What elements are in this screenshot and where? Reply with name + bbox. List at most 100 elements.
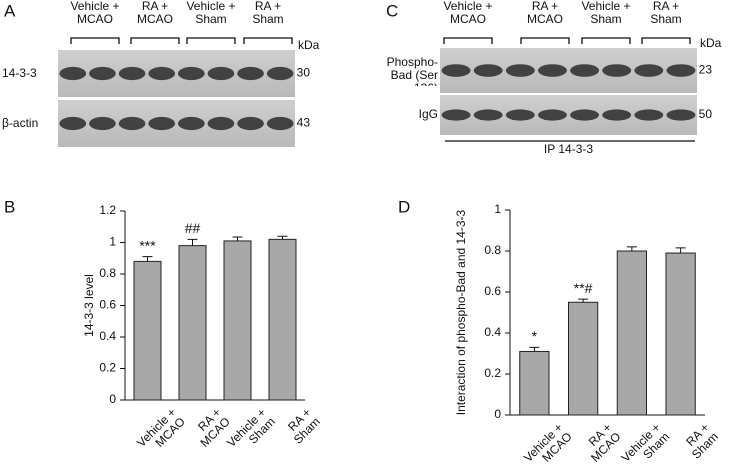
bar (223, 240, 252, 401)
blot-band (666, 109, 696, 121)
error-bar (675, 247, 686, 254)
x-tick-label: RA + Sham (683, 421, 722, 462)
x-tick-label-box: RA + MCAO (195, 406, 233, 450)
x-tick-label-box: RA + Sham (683, 421, 722, 462)
group-bracket (70, 37, 120, 44)
group-label: Vehicle + MCAO (70, 0, 120, 26)
kda-unit: kDa (700, 36, 722, 50)
blot-band (505, 109, 535, 121)
x-tick-label-box: Vehicle + Sham (224, 406, 278, 450)
kda-unit: kDa (298, 38, 320, 52)
group-label-box: RA + Sham (650, 0, 682, 26)
group-bracket (186, 37, 236, 44)
y-axis-label: Interaction of phospho-Bad and 14-3-3 (454, 209, 468, 415)
blot-band (177, 66, 205, 81)
group-label: RA + MCAO (527, 0, 563, 26)
x-tick-label: RA + MCAO (585, 421, 624, 465)
row-label-box: 14-3-3 (2, 66, 37, 79)
panel-letter: B (4, 197, 15, 216)
blot-band (207, 116, 235, 131)
row-label: IgG (418, 107, 438, 121)
bar (178, 245, 207, 401)
y-tick-label: 1 (109, 235, 116, 249)
y-tick-label: 0.6 (99, 298, 116, 312)
blot-band (118, 116, 146, 131)
blot-band (207, 66, 235, 81)
error-bar (187, 238, 198, 246)
group-label: Vehicle + Sham (581, 0, 631, 26)
significance-label: **# (574, 280, 593, 296)
blot-band (148, 116, 176, 131)
group-label-box: RA + MCAO (137, 0, 173, 26)
blot-band (177, 116, 205, 131)
group-bracket (641, 37, 691, 44)
significance-label: ## (185, 220, 201, 236)
blot-band (602, 109, 632, 121)
bar (665, 252, 696, 416)
group-label-box: RA + Sham (252, 0, 283, 26)
panel-letter: C (386, 1, 398, 20)
group-label: RA + Sham (650, 0, 682, 26)
x-tick-label: RA + MCAO (195, 406, 233, 450)
y-tick-label: 0.4 (99, 329, 116, 343)
error-bar (529, 346, 540, 352)
blot-band (537, 109, 567, 121)
group-label-box: Vehicle + MCAO (70, 0, 120, 26)
row-label: β-actin (2, 115, 39, 130)
blot-band (148, 66, 176, 81)
y-axis-label: 14-3-3 level (82, 274, 96, 337)
blot-band (473, 64, 503, 77)
group-bracket (443, 37, 493, 44)
blot-band (59, 116, 87, 131)
y-tick-label: 0.2 (484, 366, 501, 380)
kda-value: 50 (699, 107, 713, 121)
bar (568, 301, 599, 416)
group-bracket (243, 37, 293, 44)
kda-value: 23 (699, 63, 713, 77)
row-label-box: Phospho-Bad (Ser 136) (387, 56, 438, 86)
blot-band (266, 116, 294, 131)
error-bar (578, 298, 589, 303)
group-label-box: Vehicle + Sham (581, 0, 631, 26)
significance-label: *** (139, 237, 156, 253)
x-tick-label-box: Vehicle + MCAO (520, 421, 575, 465)
blot-band (237, 66, 264, 81)
error-bar (277, 235, 288, 240)
x-tick-label: Vehicle + MCAO (134, 406, 188, 450)
bar (133, 260, 162, 401)
y-tick-label: 0.6 (484, 284, 501, 298)
x-tick-label-box: RA + MCAO (585, 421, 624, 465)
blot-band (89, 116, 116, 131)
bar (519, 350, 550, 416)
y-tick-label: 0 (494, 407, 501, 421)
bar (268, 238, 297, 401)
blot-band (441, 64, 471, 77)
x-tick-label-box: Vehicle + Sham (618, 421, 673, 465)
blot-band (666, 64, 696, 77)
group-label-box: RA + MCAO (527, 0, 563, 26)
y-tick-label: 0.8 (484, 243, 501, 257)
group-label-box: Vehicle + MCAO (443, 0, 493, 26)
y-tick-label: 1.2 (99, 203, 116, 217)
blot-band (237, 116, 264, 131)
x-tick-label: Vehicle + Sham (618, 421, 673, 465)
x-tick-label: RA + Sham (285, 406, 323, 447)
group-label: RA + MCAO (137, 0, 173, 26)
x-tick-label: Vehicle + Sham (224, 406, 278, 450)
blot-band (634, 109, 664, 121)
kda-value: 43 (297, 116, 311, 130)
row-label-box: β-actin (2, 115, 39, 130)
group-label: Vehicle + MCAO (443, 0, 493, 26)
x-tick-label-box: RA + Sham (285, 406, 323, 447)
blot-band (537, 64, 567, 77)
blot-band (570, 64, 600, 77)
x-tick-label-box: Vehicle + MCAO (134, 406, 188, 450)
y-tick-label: 0.4 (484, 325, 501, 339)
significance-label: * (532, 328, 538, 344)
y-tick-label: 0 (109, 392, 116, 406)
panel-letter: D (398, 197, 410, 216)
y-tick-label: 0.2 (99, 361, 116, 375)
kda-value: 30 (297, 66, 311, 80)
x-tick-label: Vehicle + MCAO (520, 421, 575, 465)
